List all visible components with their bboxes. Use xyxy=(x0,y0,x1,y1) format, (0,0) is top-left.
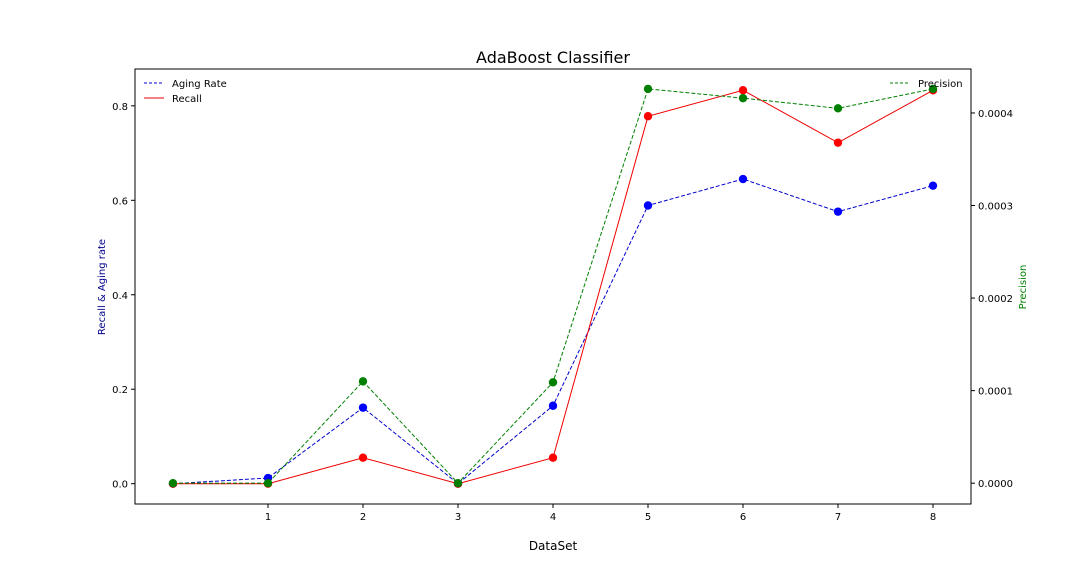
x-tick-label: 7 xyxy=(835,512,841,523)
y-tick-label-left: 0.8 xyxy=(112,102,128,113)
legend-recall-label: Recall xyxy=(172,94,202,105)
x-tick-label: 5 xyxy=(645,512,651,523)
precision-point xyxy=(928,84,938,94)
legend-left: Aging Rate Recall xyxy=(144,79,227,105)
aging-rate-line xyxy=(172,178,934,485)
precision-point xyxy=(168,478,178,488)
x-tick-label: 6 xyxy=(740,512,746,523)
x-tick-label: 4 xyxy=(550,512,556,523)
recall-point xyxy=(358,453,368,462)
y-tick-label-right: 0.0002 xyxy=(978,294,1013,305)
y-tick-label-right: 0.0000 xyxy=(978,479,1013,490)
y-tick-label-left: 0.0 xyxy=(112,480,128,491)
recall-line xyxy=(173,89,934,485)
aging-rate-point xyxy=(643,201,653,210)
aging-rate-point xyxy=(833,207,843,216)
chart-title: AdaBoost Classifier xyxy=(476,48,630,67)
y-tick-label-left: 0.4 xyxy=(112,291,128,302)
y-tick-label-left: 0.2 xyxy=(112,385,128,396)
aging-rate-point xyxy=(548,401,558,410)
x-tick-label: 8 xyxy=(930,512,936,523)
plot-frame xyxy=(134,68,972,505)
y-axis-label-right: Precision xyxy=(1018,265,1029,310)
series-layer xyxy=(168,84,938,488)
precision-point xyxy=(358,377,368,386)
precision-point xyxy=(738,93,748,103)
recall-point xyxy=(833,138,843,147)
recall-point xyxy=(738,86,748,95)
x-tick-label: 1 xyxy=(265,512,271,523)
legend-precision-label: Precision xyxy=(918,79,963,90)
aging-rate-point xyxy=(738,174,748,184)
aging-rate-point xyxy=(928,181,938,190)
y-axis-label-left: Recall & Aging rate xyxy=(97,239,108,335)
y-tick-label-right: 0.0004 xyxy=(978,109,1013,120)
precision-point xyxy=(453,478,463,488)
x-axis-label: DataSet xyxy=(529,539,578,553)
x-tick-label: 3 xyxy=(455,512,461,523)
aging-rate-point xyxy=(358,403,368,412)
precision-point xyxy=(263,478,273,488)
legend-aging-rate-label: Aging Rate xyxy=(172,79,227,90)
recall-point xyxy=(643,112,653,121)
precision-point xyxy=(548,378,558,387)
precision-point xyxy=(643,84,653,94)
x-tick-label: 2 xyxy=(360,512,366,523)
precision-point xyxy=(833,104,843,113)
recall-point xyxy=(548,453,558,462)
y-tick-label-right: 0.0001 xyxy=(978,387,1013,398)
axes: 1 2 3 4 5 6 7 8 0.0 0.2 0.4 0.6 0.8 0.0000 0.0001 0.000… xyxy=(112,68,1013,523)
precision-line xyxy=(173,88,934,484)
legend-right: Precision xyxy=(890,79,963,90)
y-tick-label-left: 0.6 xyxy=(112,196,128,207)
y-tick-label-right: 0.0003 xyxy=(978,202,1013,213)
